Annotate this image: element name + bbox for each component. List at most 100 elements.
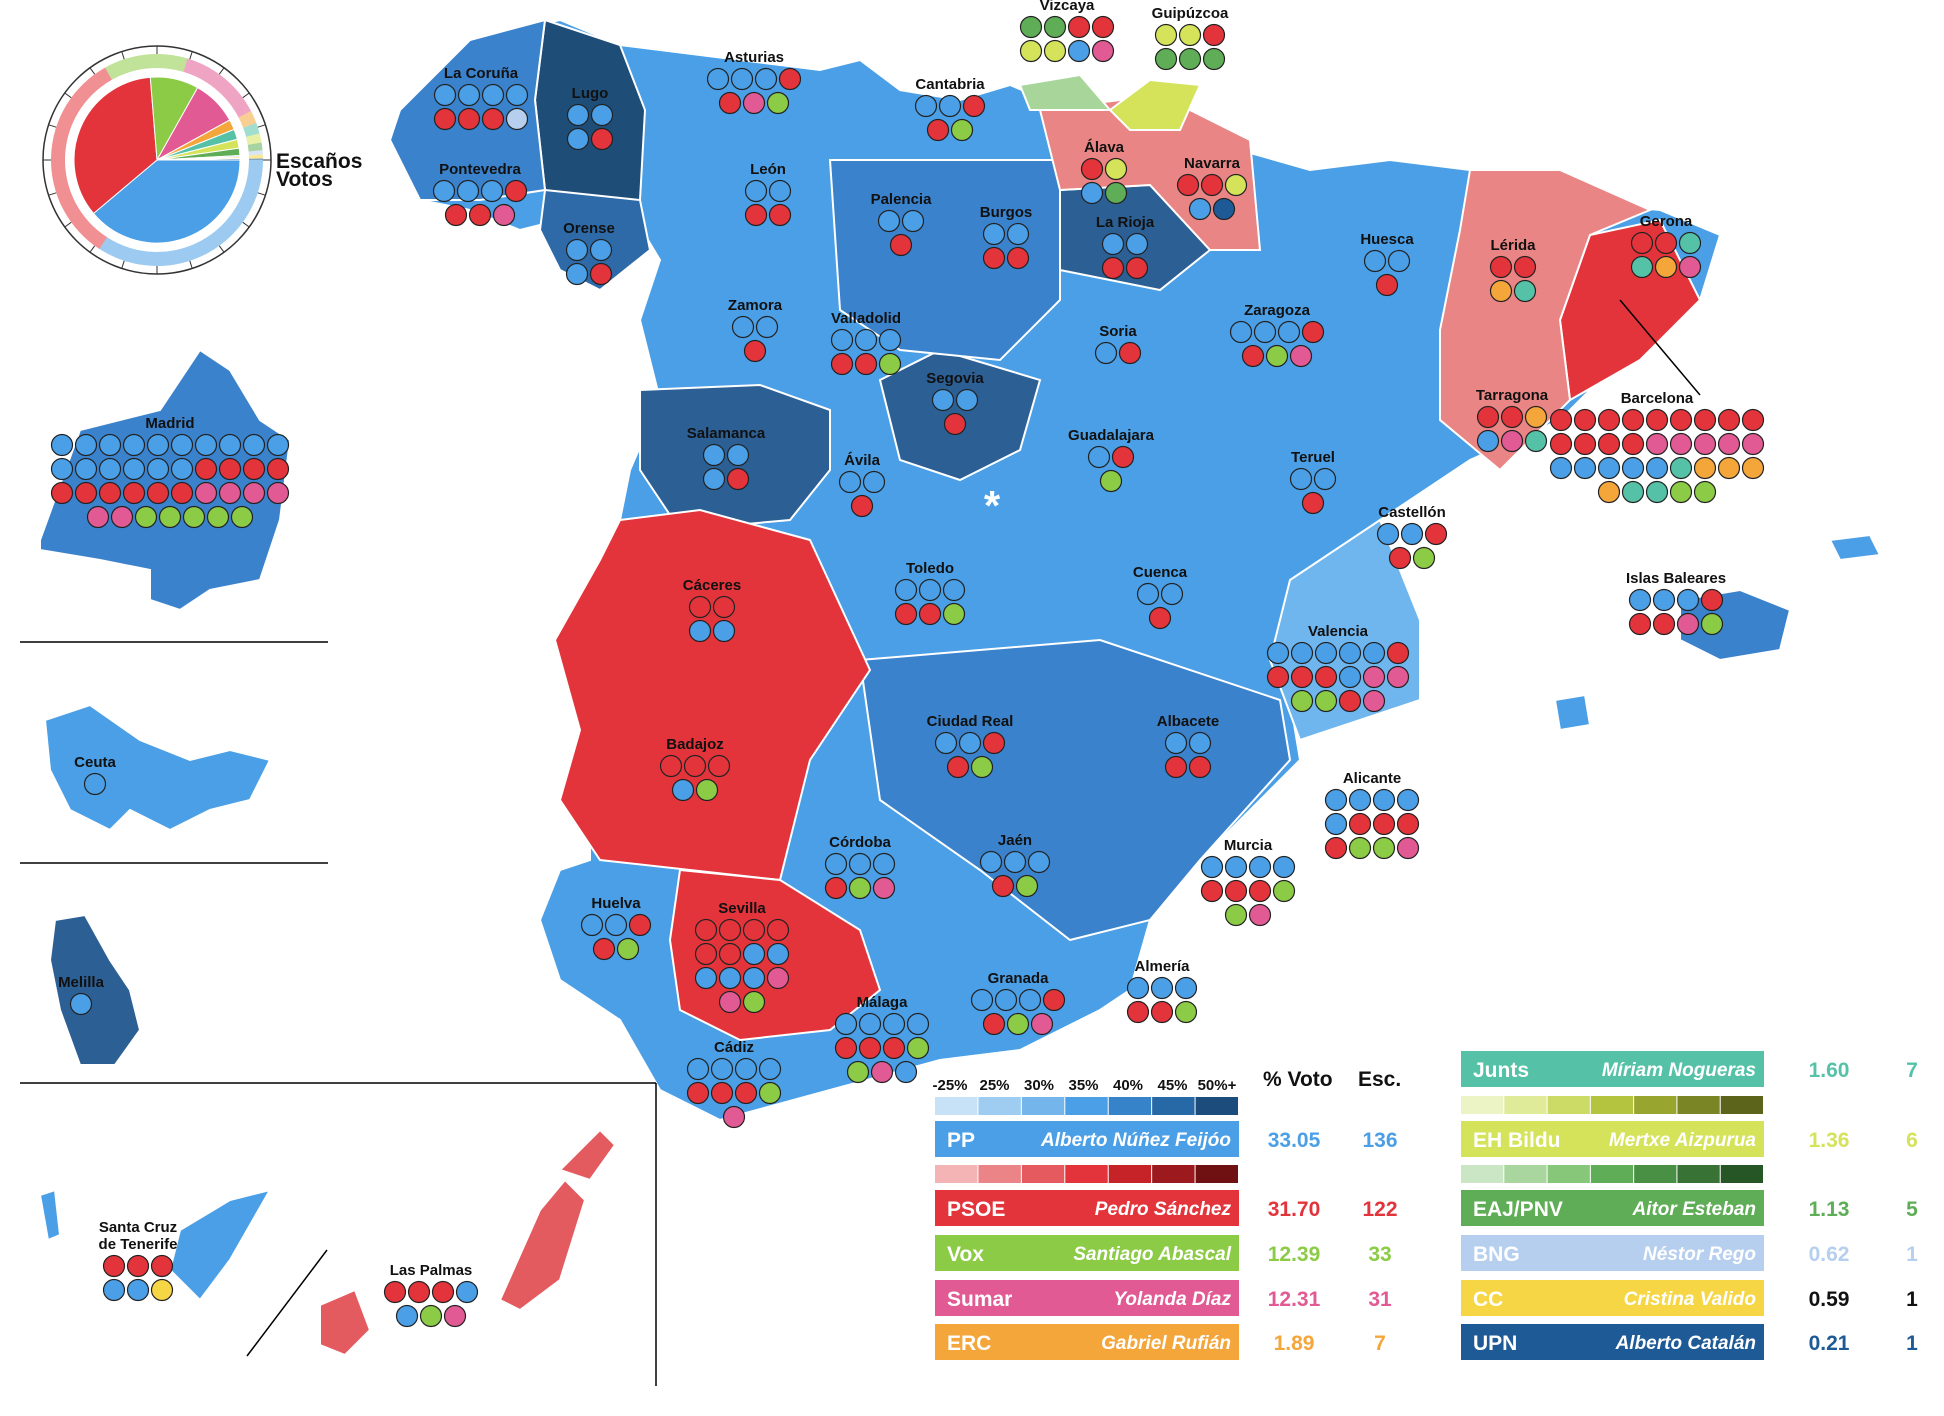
mainland [388, 18, 1722, 1122]
seat-dot-psoe [1111, 445, 1135, 469]
province-vizcaya: Vizcaya [1019, 0, 1115, 63]
party-bar [935, 1324, 1239, 1360]
party-bar [1461, 1190, 1764, 1226]
donut-vote-slice-cc [248, 154, 263, 159]
province-melilla: Melilla [58, 974, 105, 1016]
scale-label: 30% [1024, 1077, 1054, 1094]
province-label: Jaén [998, 832, 1032, 849]
pp-scale [1195, 1097, 1238, 1115]
seat-dot-psoe [1628, 612, 1652, 636]
seat-dot-vox [1669, 480, 1693, 504]
seat-dot-sumar [1693, 432, 1717, 456]
seat-dot-psoe [242, 457, 266, 481]
seat-dot-sumar [1645, 432, 1669, 456]
eaj-scale [1590, 1165, 1634, 1183]
seat-dot-psoe [1549, 432, 1573, 456]
party-name: Sumar [947, 1288, 1012, 1311]
seat-dot-ehbildu [1224, 173, 1248, 197]
seat-dot-pp [1621, 456, 1645, 480]
seat-dot-pp [218, 433, 242, 457]
menorca-shape [1828, 533, 1882, 562]
seat-dot-erc [1693, 456, 1717, 480]
seat-dot-psoe [726, 467, 750, 491]
province-teruel: Teruel [1289, 449, 1337, 515]
seat-dot-pp [590, 103, 614, 127]
seat-dot-bng [505, 107, 529, 131]
party-bar [935, 1190, 1239, 1226]
party-vote: 1.13 [1809, 1198, 1850, 1221]
seat-dot-psoe [433, 107, 457, 131]
seat-dot-pp [1549, 456, 1573, 480]
seat-dot-ehbildu [1104, 157, 1128, 181]
province-labels: La Coruña Lugo Asturias Cantabria Vizcaya Gui… [50, 0, 1765, 1328]
province-salamanca: Salamanca [687, 425, 766, 491]
seat-dot-psoe [1290, 665, 1314, 689]
seat-dot-psoe [834, 1036, 858, 1060]
province-palencia: Palencia [871, 191, 932, 257]
seat-dot-psoe [943, 412, 967, 436]
seat-dot-vox [182, 505, 206, 529]
tenerife-shape [168, 1188, 273, 1302]
province-valladolid: Valladolid [830, 310, 902, 376]
seat-dot-pp [1229, 320, 1253, 344]
donut-seats-label: Escaños [276, 150, 362, 173]
seat-dot-sumar [1289, 344, 1313, 368]
scale-label: 50%+ [1198, 1077, 1237, 1094]
party-bar [935, 1280, 1239, 1316]
right-row-upn: UPN Alberto Catalán 0.21 1 [1461, 1324, 1918, 1360]
seat-dot-psoe [98, 481, 122, 505]
seat-dot-pp [1272, 855, 1296, 879]
seat-dot-psoe [1489, 255, 1513, 279]
seat-dot-pp [877, 209, 901, 233]
seat-dot-psoe [628, 913, 652, 937]
seat-dot-psoe [1386, 641, 1410, 665]
bildu-scale [1590, 1096, 1634, 1114]
donut-tick [89, 245, 96, 253]
seat-dot-pp [726, 443, 750, 467]
seat-dot-psoe [1200, 173, 1224, 197]
seat-dot-junts [1524, 429, 1548, 453]
seat-dot-psoe [742, 918, 766, 942]
seat-dot-pp [942, 578, 966, 602]
seat-dot-pp [1324, 788, 1348, 812]
seat-dot-pp [1314, 641, 1338, 665]
seat-dot-pp [122, 457, 146, 481]
seat-dot-psoe [918, 602, 942, 626]
seat-dot-vox [848, 876, 872, 900]
seat-dot-pp [742, 966, 766, 990]
seat-dot-psoe [1314, 665, 1338, 689]
seat-dot-psoe [1424, 522, 1448, 546]
seat-dot-pp [731, 315, 755, 339]
seat-dot-psoe [444, 203, 468, 227]
madrid-inset-shape [39, 348, 292, 612]
province-label: Pontevedra [439, 161, 521, 178]
province-cuenca: Cuenca [1133, 564, 1188, 630]
seat-dot-pp [1652, 588, 1676, 612]
seat-dot-junts [1621, 480, 1645, 504]
party-vote: 31.70 [1268, 1198, 1321, 1221]
seat-dot-vox [970, 755, 994, 779]
seat-dot-pp [1362, 641, 1386, 665]
seat-dot-erc [1654, 255, 1678, 279]
left-row-sumar: Sumar Yolanda Díaz 12.31 31 [935, 1280, 1392, 1316]
seat-dot-psoe [1101, 256, 1125, 280]
province-label: Huelva [591, 895, 641, 912]
province-ciudad-real: Ciudad Real [927, 713, 1013, 779]
seat-dot-pp [734, 1057, 758, 1081]
province-barcelona: Barcelona [1549, 390, 1765, 504]
header-seats: Esc. [1358, 1068, 1401, 1091]
seat-dot-pp [1324, 812, 1348, 836]
seat-dot-psoe [1476, 405, 1500, 429]
seat-dot-vox [878, 352, 902, 376]
seat-dot-pp [456, 179, 480, 203]
seat-dot-vox [1348, 836, 1372, 860]
seat-dot-pp [1160, 582, 1184, 606]
eaj-scale [1634, 1165, 1677, 1183]
seat-dot-psoe [766, 918, 790, 942]
seat-dot-psoe [1348, 812, 1372, 836]
seat-dot-psoe [1573, 432, 1597, 456]
seat-dot-pp [1476, 429, 1500, 453]
party-name: Junts [1473, 1059, 1529, 1082]
province-huesca: Huesca [1360, 231, 1414, 297]
